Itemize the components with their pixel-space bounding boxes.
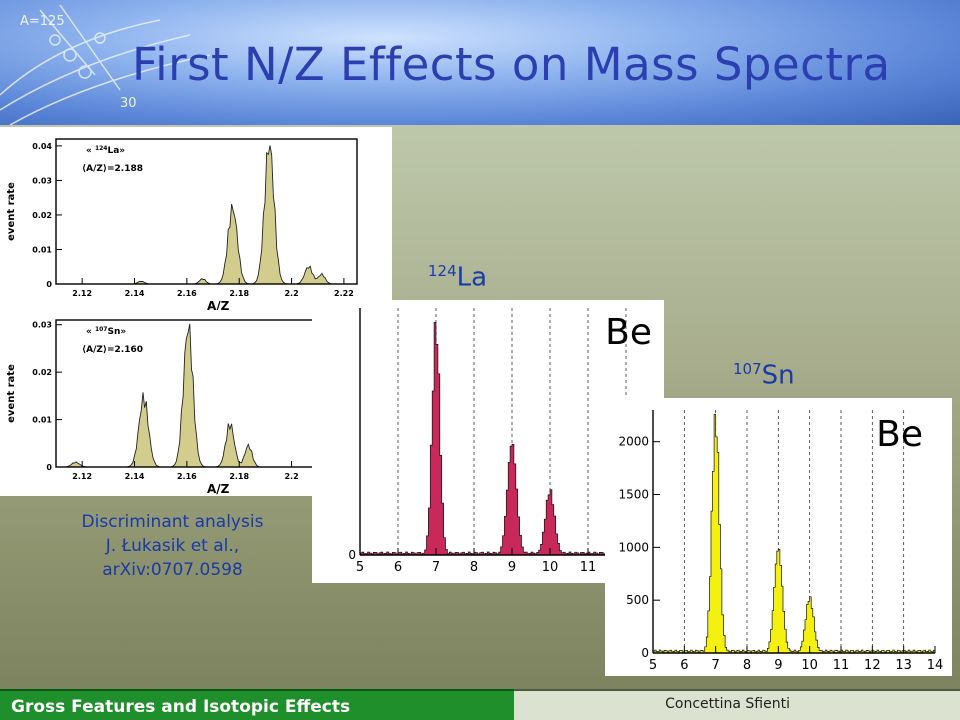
x-tick-label: 9 — [508, 560, 516, 575]
x-tick-label: 7 — [432, 560, 440, 575]
x-tick-label: 7 — [712, 658, 720, 673]
y-tick-label: 0.04 — [32, 142, 52, 151]
y-tick-label: 0.01 — [32, 416, 52, 425]
az-panel-la: 2.12 2.14 2.16 2.18 2.2 2.22 0 0.01 0.02 0.03 0.04… — [0, 127, 392, 317]
x-tick-label: 11 — [580, 560, 597, 575]
label-124la: 124La — [428, 262, 487, 293]
be-chart-sn: 5 6 7 8 9 10 11 12 13 14 0 500 1000 1500 2000 Be — [618, 410, 944, 673]
x-tick-label: 6 — [394, 560, 402, 575]
x-tick-label: 6 — [680, 658, 688, 673]
y-tick-label: 0 — [348, 548, 356, 562]
y-tick-label: 1500 — [618, 488, 649, 502]
x-tick-label: 2.14 — [125, 289, 145, 298]
header-decoration: A=125 30 — [0, 4, 211, 125]
x-tick-label: 2.2 — [284, 472, 298, 481]
legend-nucleus: « 124La» — [86, 145, 125, 156]
x-tick-label: 8 — [470, 560, 478, 575]
x-tick-label: 2.14 — [125, 472, 145, 481]
header-decoration-label-a: A=125 — [20, 14, 65, 29]
x-tick-label: 2.2 — [284, 289, 298, 298]
y-tick-label: 500 — [626, 593, 649, 607]
legend-symbol: Sn» — [107, 327, 126, 337]
footer-author-label: Concettina Sfienti — [665, 696, 790, 712]
y-axis-title: event rate — [6, 364, 17, 423]
x-tick-label: 13 — [895, 658, 912, 673]
be-panel-sn: 5 6 7 8 9 10 11 12 13 14 0 500 1000 1500 2000 Be — [605, 398, 952, 676]
caption-line-3: arXiv:0707.0598 — [102, 560, 243, 580]
y-tick-label: 0.02 — [32, 211, 52, 220]
y-tick-label: 0.03 — [32, 176, 52, 185]
caption-line-2: J. Łukasik et al., — [105, 536, 240, 556]
label-107sn: 107Sn — [733, 360, 795, 391]
x-tick-label: 14 — [927, 658, 944, 673]
plot-frame — [55, 138, 358, 285]
y-tick-label: 0.03 — [32, 321, 52, 330]
y-tick-label: 2000 — [618, 435, 649, 449]
x-tick-label: 10 — [801, 658, 818, 673]
footer-section-title: Gross Features and Isotopic Effects — [0, 689, 514, 720]
element-label: Be — [605, 312, 652, 353]
y-tick-label: 0.01 — [32, 245, 52, 254]
x-tick-label: 2.22 — [334, 289, 354, 298]
x-tick-label: 5 — [649, 658, 657, 673]
y-tick-label: 1000 — [618, 540, 649, 554]
x-tick-label: 10 — [542, 560, 559, 575]
y-tick-label: 0 — [46, 280, 52, 289]
x-tick-label: 2.16 — [177, 289, 197, 298]
x-tick-label: 2.18 — [229, 472, 249, 481]
footer-section-label: Gross Features and Isotopic Effects — [11, 697, 351, 717]
y-tick-label: 0 — [46, 463, 52, 472]
slide-title: First N/Z Effects on Mass Spectra — [132, 38, 891, 91]
x-tick-label: 2.16 — [177, 472, 197, 481]
x-axis-title: A/Z — [207, 299, 230, 313]
label-124la-symbol: La — [456, 262, 488, 293]
az-chart-la: 2.12 2.14 2.16 2.18 2.2 2.22 0 0.01 0.02 0.03 0.04… — [6, 138, 358, 313]
y-tick-label: 0 — [641, 646, 649, 660]
label-124la-mass: 124 — [428, 262, 457, 280]
label-107sn-mass: 107 — [733, 360, 762, 378]
x-tick-label: 2.12 — [72, 472, 92, 481]
legend-symbol: La» — [107, 146, 125, 156]
az-chart-sn: 2.122.142.162.182.22.2200.010.020.03A/Ze… — [6, 319, 358, 496]
x-tick-label: 9 — [774, 658, 782, 673]
x-tick-label: 2.12 — [72, 289, 92, 298]
y-axis-title: event rate — [6, 182, 17, 241]
be-histogram-bars — [652, 413, 936, 654]
legend-mean: ⟨A/Z⟩=2.160 — [82, 345, 143, 355]
x-tick-label: 12 — [864, 658, 881, 673]
y-tick-label: 0.02 — [32, 368, 52, 377]
header-decoration-label-b: 30 — [120, 96, 137, 111]
legend-mass-number: 107 — [95, 326, 108, 333]
citation-caption: Discriminant analysis J. Łukasik et al.,… — [40, 510, 305, 582]
x-tick-label: 8 — [743, 658, 751, 673]
x-axis-title: A/Z — [207, 482, 230, 496]
header-band — [0, 0, 960, 125]
legend-nucleus: « 107Sn» — [86, 326, 126, 337]
x-tick-label: 2.18 — [229, 289, 249, 298]
label-107sn-symbol: Sn — [761, 360, 795, 391]
legend-mass-number: 124 — [95, 145, 108, 152]
footer-author: Concettina Sfienti — [514, 689, 960, 720]
element-label: Be — [876, 414, 923, 455]
x-tick-label: 5 — [356, 560, 364, 575]
x-tick-label: 11 — [833, 658, 850, 673]
caption-line-1: Discriminant analysis — [81, 512, 264, 532]
legend-mean: ⟨A/Z⟩=2.188 — [82, 164, 143, 174]
